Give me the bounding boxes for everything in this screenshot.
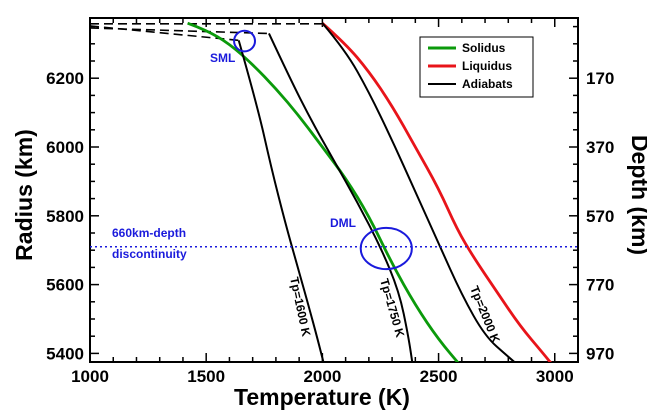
x-tick-label: 1500 [187,367,225,386]
marker-sml [233,29,256,53]
y2-axis-title: Depth (km) [627,135,647,255]
dashed-line [90,25,239,42]
sml-label: SML [210,51,235,65]
dml-label: DML [330,216,356,230]
marker-layer [233,29,413,271]
reference-label-line1: 660km-depth [112,226,186,240]
series-tp-2000-k [321,22,516,362]
x-tick-label: 2500 [420,367,458,386]
y2-tick-label: 970 [586,344,614,363]
y2-tick-label: 170 [586,69,614,88]
x-tick-label: 2000 [303,367,341,386]
x-axis-title: Temperature (K) [234,384,410,410]
reference-label-line2: discontinuity [112,247,187,261]
dashed-line [90,27,269,35]
legend-label-adiabats: Adiabats [462,77,513,91]
legend: Solidus Liquidus Adiabats [419,36,534,98]
y-tick-label: 6200 [46,69,84,88]
legend-label-liquidus: Liquidus [462,59,512,73]
series-layer [187,21,552,362]
y2-tick-label: 370 [586,138,614,157]
y-tick-label: 5800 [46,207,84,226]
y2-tick-label: 770 [586,276,614,295]
series-solidus [187,21,460,362]
marker-dml [359,226,413,271]
y-tick-label: 5400 [46,344,84,363]
series-liquidus [321,22,552,362]
series-tp-1750-k [268,33,414,362]
dashed-lines [90,23,323,42]
y-tick-label: 6000 [46,138,84,157]
plot-frame [89,17,579,363]
legend-label-solidus: Solidus [462,41,506,55]
x-tick-label: 1000 [71,367,109,386]
series-adiabats [237,40,325,362]
ticks-layer: 1000 1500 2000 2500 3000 5400 5600 5800 6000 6200… [46,18,614,386]
x-tick-label: 3000 [536,367,574,386]
y-tick-label: 5600 [46,276,84,295]
y-axis-title: Radius (km) [11,129,37,261]
y2-tick-label: 570 [586,207,614,226]
